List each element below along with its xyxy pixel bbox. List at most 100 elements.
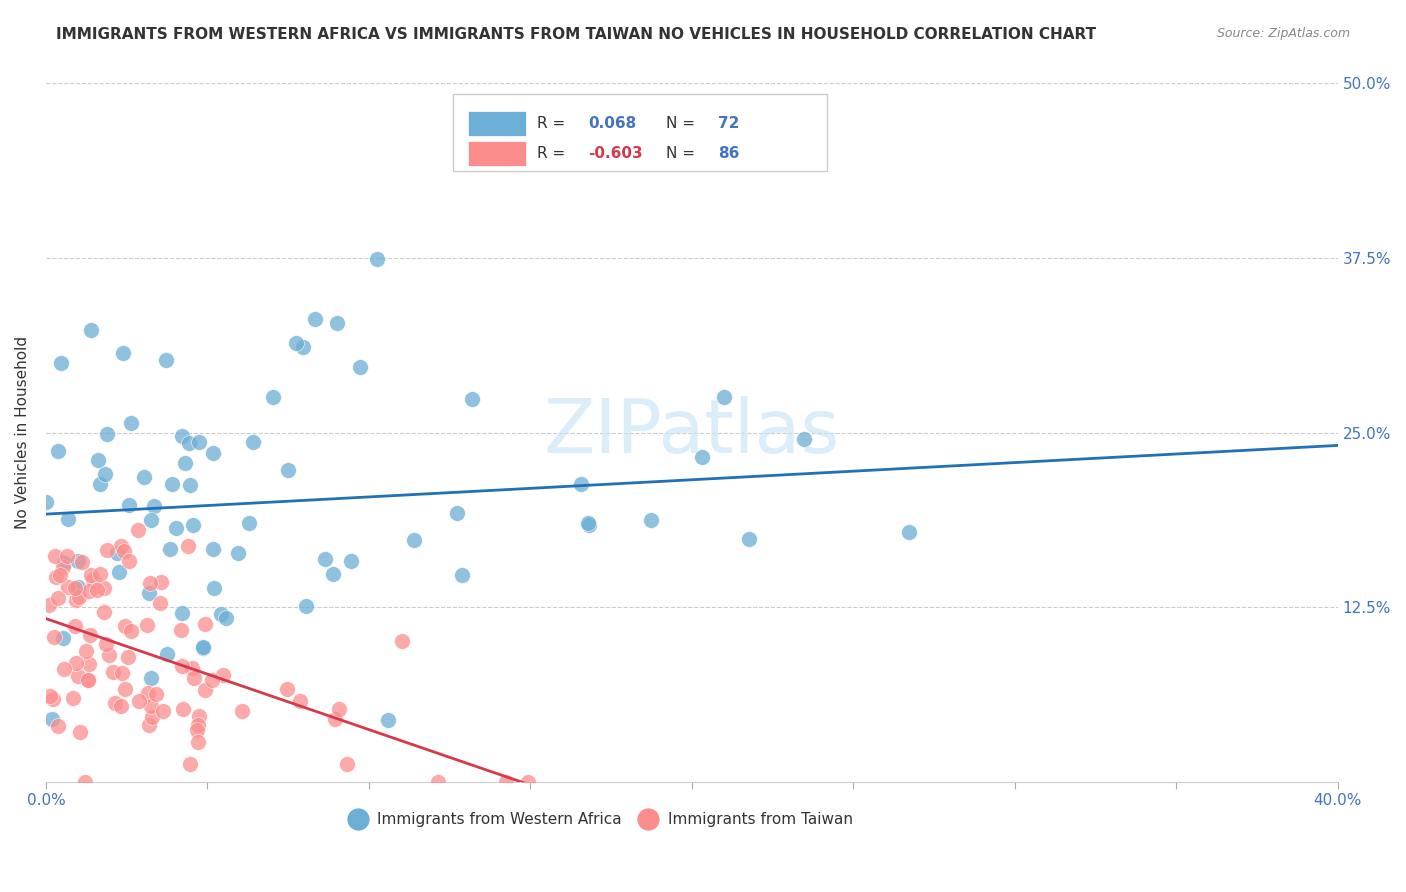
Point xyxy=(156,647,179,661)
Point xyxy=(44,549,66,564)
Point xyxy=(38,598,60,612)
Point xyxy=(152,704,174,718)
Point xyxy=(89,567,111,582)
Point xyxy=(128,694,150,708)
Point xyxy=(127,523,149,537)
Point xyxy=(173,456,195,470)
Point xyxy=(52,631,75,645)
Point xyxy=(180,660,202,674)
Point xyxy=(77,657,100,671)
Point xyxy=(713,390,735,404)
Point xyxy=(141,513,163,527)
Point xyxy=(191,640,214,654)
Point xyxy=(231,704,253,718)
Point xyxy=(262,390,284,404)
Point xyxy=(52,556,75,570)
Text: R =: R = xyxy=(537,116,569,131)
Point xyxy=(136,686,159,700)
Point xyxy=(103,665,125,679)
Point xyxy=(170,624,193,638)
Point xyxy=(67,669,90,683)
Point xyxy=(187,434,209,449)
Point xyxy=(110,539,132,553)
Point xyxy=(35,495,58,509)
Point xyxy=(139,671,162,685)
Point xyxy=(104,696,127,710)
Point xyxy=(76,643,98,657)
Point xyxy=(51,355,73,369)
Point xyxy=(187,709,209,723)
Point xyxy=(96,542,118,557)
Text: ZIPatlas: ZIPatlas xyxy=(544,396,839,469)
Text: N =: N = xyxy=(666,116,695,131)
Point xyxy=(160,477,183,491)
Y-axis label: No Vehicles in Household: No Vehicles in Household xyxy=(15,336,30,529)
Point xyxy=(183,672,205,686)
Point xyxy=(111,666,134,681)
Point xyxy=(238,516,260,530)
Point xyxy=(446,506,468,520)
Point xyxy=(38,689,60,703)
Point xyxy=(377,713,399,727)
Point xyxy=(56,549,79,563)
Point xyxy=(134,470,156,484)
Point xyxy=(177,435,200,450)
Point xyxy=(149,596,172,610)
Point xyxy=(181,518,204,533)
Point xyxy=(640,514,662,528)
Point xyxy=(179,757,201,772)
Point xyxy=(172,606,194,620)
Point xyxy=(56,580,79,594)
Point xyxy=(118,554,141,568)
Point xyxy=(290,694,312,708)
Point xyxy=(138,586,160,600)
Point xyxy=(155,352,177,367)
Point xyxy=(328,701,350,715)
Point xyxy=(117,649,139,664)
Point xyxy=(120,624,142,638)
Point xyxy=(87,452,110,467)
Point xyxy=(52,662,75,676)
Point xyxy=(135,618,157,632)
Point xyxy=(77,673,100,687)
Point xyxy=(46,444,69,458)
Point xyxy=(79,568,101,582)
Point xyxy=(571,477,593,491)
Point xyxy=(226,546,249,560)
Point xyxy=(201,673,224,687)
Point xyxy=(294,599,316,613)
Point xyxy=(170,429,193,443)
Point xyxy=(516,774,538,789)
Point xyxy=(114,682,136,697)
Text: R =: R = xyxy=(537,145,569,161)
Point xyxy=(63,581,86,595)
Point xyxy=(138,718,160,732)
Point xyxy=(366,252,388,267)
Point xyxy=(215,611,238,625)
Point xyxy=(187,717,209,731)
Point xyxy=(73,774,96,789)
Point xyxy=(179,478,201,492)
Point xyxy=(65,656,87,670)
Point xyxy=(187,735,209,749)
Point xyxy=(461,392,484,407)
Point xyxy=(170,659,193,673)
Point xyxy=(46,718,69,732)
Point xyxy=(67,591,90,605)
Point xyxy=(65,593,87,607)
Point xyxy=(41,712,63,726)
Point xyxy=(202,446,225,460)
Text: N =: N = xyxy=(666,145,695,161)
Text: 86: 86 xyxy=(717,145,740,161)
Point xyxy=(427,774,450,789)
Point xyxy=(690,450,713,464)
Point xyxy=(62,691,84,706)
Point xyxy=(402,533,425,547)
Point xyxy=(159,542,181,557)
Point xyxy=(145,687,167,701)
Point xyxy=(111,346,134,360)
Point xyxy=(495,774,517,789)
Point xyxy=(143,499,166,513)
Point xyxy=(202,581,225,595)
Text: 72: 72 xyxy=(717,116,740,131)
